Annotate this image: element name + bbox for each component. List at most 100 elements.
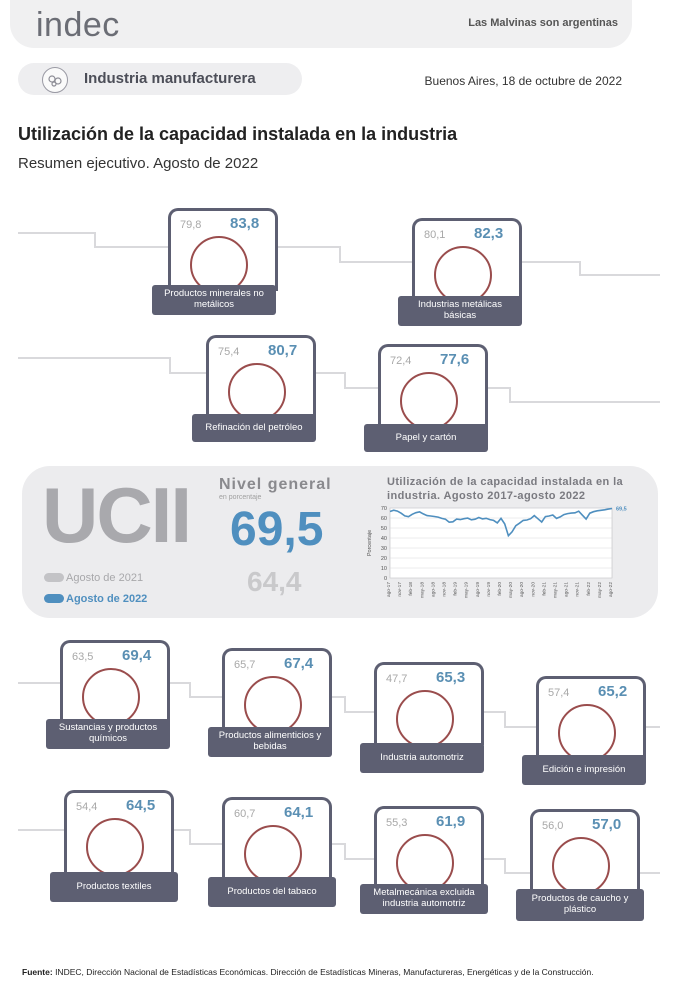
sector-label: Productos de caucho y plástico — [516, 889, 644, 921]
x-tick-label: ago-19 — [475, 582, 481, 597]
line-chart: 0 10 20 30 40 50 60 70 Porcentaje ago-17 nov-17 feb… — [367, 506, 627, 598]
indec-logo: indec — [36, 6, 120, 44]
page-title: Utilización de la capacidad instalada en… — [18, 124, 458, 144]
sector-label: Industrias metálicas básicas — [398, 296, 522, 326]
y-tick-label: 50 — [381, 526, 387, 532]
ucii-acronym: UCII — [42, 471, 192, 559]
section-title: Industria manufacturera — [84, 70, 256, 87]
x-tick-label: may-20 — [508, 582, 514, 598]
x-tick-label: may-21 — [553, 582, 559, 598]
flask-icon — [82, 668, 140, 726]
cardboard-box-icon — [400, 372, 458, 430]
sector-label: Productos textiles — [50, 872, 178, 902]
sector-label: Sustancias y productos químicos — [46, 719, 170, 749]
y-axis-label: Porcentaje — [367, 530, 373, 556]
tire-stack-icon — [552, 837, 610, 895]
sector-value-2022: 65,3 — [436, 669, 466, 686]
previous-value: 64,4 — [247, 566, 302, 597]
chart-title: Utilización de la capacidad instalada en… — [387, 476, 624, 502]
x-tick-label: ago-18 — [430, 582, 436, 597]
x-tick-label: may-22 — [597, 582, 603, 598]
industry-icon — [42, 67, 68, 93]
y-tick-label: 20 — [381, 556, 387, 562]
x-tick-label: feb-20 — [497, 582, 503, 596]
sector-value-2021: 63,5 — [72, 651, 94, 663]
sector-value-2022: 83,8 — [230, 215, 260, 232]
end-value-label: 69,5 — [616, 507, 627, 513]
sector-label: Metalmecánica excluida industria automot… — [360, 884, 488, 914]
legend-previous: Agosto de 2021 — [66, 572, 144, 584]
y-tick-label: 40 — [381, 536, 387, 542]
bottle-bread-icon — [244, 676, 302, 734]
sector-value-2021: 60,7 — [234, 808, 256, 820]
x-tick-label: may-18 — [419, 582, 425, 598]
sector-value-2021: 55,3 — [386, 817, 408, 829]
y-tick-label: 70 — [381, 506, 387, 512]
source-footer: Fuente: INDEC, Dirección Nacional de Est… — [22, 967, 594, 977]
gears-icon — [396, 834, 454, 892]
cement-mixer-icon — [190, 236, 248, 294]
x-tick-label: feb-19 — [453, 582, 459, 596]
sector-value-2022: 80,7 — [268, 342, 298, 359]
sector-value-2021: 65,7 — [234, 659, 256, 671]
sector-value-2022: 57,0 — [592, 816, 622, 833]
unit-label: en porcentaje — [219, 494, 262, 501]
x-tick-label: nov-19 — [486, 582, 492, 597]
x-tick-label: feb-22 — [586, 582, 592, 596]
paper-roll-icon — [558, 704, 616, 762]
sector-label: Productos minerales no metálicos — [152, 285, 276, 315]
sector-value-2021: 57,4 — [548, 687, 570, 699]
y-tick-label: 30 — [381, 546, 387, 552]
current-value: 69,5 — [230, 503, 324, 556]
source-label: Fuente: — [22, 967, 53, 977]
sector-value-2021: 56,0 — [542, 820, 564, 832]
sector-value-2022: 82,3 — [474, 225, 504, 242]
pipe-icon — [244, 825, 302, 883]
sector-label: Refinación del petróleo — [192, 414, 316, 442]
sector-value-2022: 61,9 — [436, 813, 466, 830]
x-tick-label: feb-18 — [408, 582, 414, 596]
top-bar — [10, 0, 632, 48]
sector-value-2021: 54,4 — [76, 801, 98, 813]
x-tick-label: ago-20 — [519, 582, 525, 597]
y-tick-label: 10 — [381, 566, 387, 572]
x-tick-label: nov-18 — [442, 582, 448, 597]
sector-label: Productos alimenticios y bebidas — [208, 727, 332, 757]
sector-value-2021: 80,1 — [424, 229, 446, 241]
source-text: INDEC, Dirección Nacional de Estadística… — [52, 967, 594, 977]
sector-label: Productos del tabaco — [208, 877, 336, 907]
sector-value-2022: 64,5 — [126, 797, 156, 814]
sector-value-2021: 72,4 — [390, 355, 412, 367]
sector-label: Edición e impresión — [522, 755, 646, 785]
report-date: Buenos Aires, 18 de octubre de 2022 — [424, 74, 622, 88]
x-tick-label: feb-21 — [541, 582, 547, 596]
x-tick-label: nov-17 — [397, 582, 403, 597]
y-tick-label: 60 — [381, 516, 387, 522]
x-tick-label: nov-20 — [530, 582, 536, 597]
sector-label: Papel y cartón — [364, 424, 488, 452]
legend-swatch-current — [44, 594, 64, 603]
series-line — [389, 507, 613, 538]
x-tick-label: may-19 — [464, 582, 470, 598]
sector-value-2021: 79,8 — [180, 219, 202, 231]
sector-value-2022: 77,6 — [440, 351, 470, 368]
x-tick-label: nov-21 — [575, 582, 581, 597]
x-tick-label: ago-21 — [564, 582, 570, 597]
y-tick-label: 0 — [384, 576, 387, 582]
legend-current: Agosto de 2022 — [66, 593, 148, 605]
sector-label: Industria automotriz — [360, 743, 484, 773]
car-icon — [396, 690, 454, 748]
fabric-icon — [86, 818, 144, 876]
sector-value-2021: 75,4 — [218, 346, 240, 358]
sector-value-2022: 69,4 — [122, 647, 152, 664]
sector-value-2022: 64,1 — [284, 804, 314, 821]
legend-swatch-previous — [44, 573, 64, 582]
slogan: Las Malvinas son argentinas — [468, 17, 618, 29]
page-subtitle: Resumen ejecutivo. Agosto de 2022 — [18, 155, 259, 172]
x-tick-label: ago-22 — [608, 582, 614, 597]
sector-value-2022: 67,4 — [284, 655, 314, 672]
sector-value-2021: 47,7 — [386, 673, 408, 685]
x-tick-label: ago-17 — [386, 582, 392, 597]
sector-value-2022: 65,2 — [598, 683, 628, 700]
refinery-icon — [228, 363, 286, 421]
